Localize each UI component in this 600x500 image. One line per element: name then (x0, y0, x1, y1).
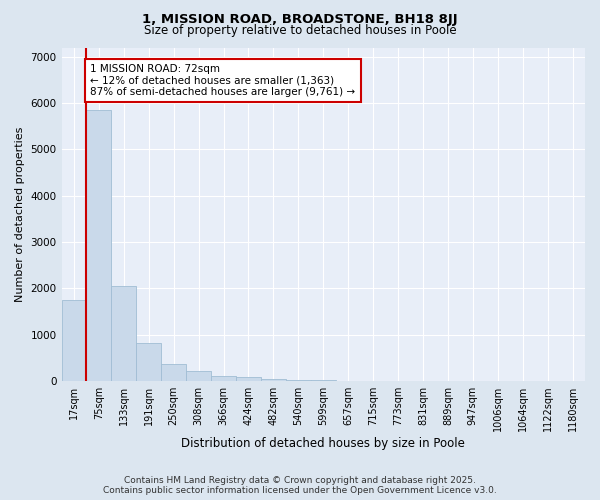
Bar (211, 376, 236, 381)
X-axis label: Distribution of detached houses by size in Poole: Distribution of detached houses by size … (181, 437, 465, 450)
Text: Size of property relative to detached houses in Poole: Size of property relative to detached ho… (143, 24, 457, 37)
Bar (136, 342, 161, 381)
Bar (161, 364, 186, 381)
Bar (261, 378, 286, 381)
Text: Contains HM Land Registry data © Crown copyright and database right 2025.
Contai: Contains HM Land Registry data © Crown c… (103, 476, 497, 495)
Bar (186, 371, 211, 381)
Bar (236, 378, 261, 381)
Y-axis label: Number of detached properties: Number of detached properties (15, 126, 25, 302)
Bar (286, 380, 311, 381)
Bar (62, 300, 86, 381)
Text: 1, MISSION ROAD, BROADSTONE, BH18 8JJ: 1, MISSION ROAD, BROADSTONE, BH18 8JJ (142, 12, 458, 26)
Text: 1 MISSION ROAD: 72sqm
← 12% of detached houses are smaller (1,363)
87% of semi-d: 1 MISSION ROAD: 72sqm ← 12% of detached … (90, 64, 355, 97)
Bar (86, 110, 112, 381)
Bar (112, 286, 136, 381)
Bar (311, 380, 336, 381)
